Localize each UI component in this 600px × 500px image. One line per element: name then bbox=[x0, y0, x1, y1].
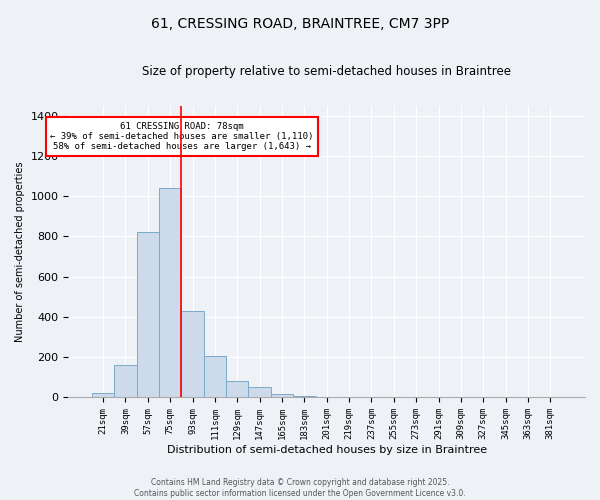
Bar bbox=[271, 394, 293, 398]
Bar bbox=[204, 356, 226, 398]
Bar bbox=[226, 382, 248, 398]
Bar bbox=[293, 396, 316, 398]
X-axis label: Distribution of semi-detached houses by size in Braintree: Distribution of semi-detached houses by … bbox=[167, 445, 487, 455]
Y-axis label: Number of semi-detached properties: Number of semi-detached properties bbox=[15, 162, 25, 342]
Bar bbox=[137, 232, 159, 398]
Bar bbox=[114, 366, 137, 398]
Bar bbox=[159, 188, 181, 398]
Text: Contains HM Land Registry data © Crown copyright and database right 2025.
Contai: Contains HM Land Registry data © Crown c… bbox=[134, 478, 466, 498]
Title: Size of property relative to semi-detached houses in Braintree: Size of property relative to semi-detach… bbox=[142, 65, 511, 78]
Text: 61, CRESSING ROAD, BRAINTREE, CM7 3PP: 61, CRESSING ROAD, BRAINTREE, CM7 3PP bbox=[151, 18, 449, 32]
Bar bbox=[181, 311, 204, 398]
Text: 61 CRESSING ROAD: 78sqm
← 39% of semi-detached houses are smaller (1,110)
58% of: 61 CRESSING ROAD: 78sqm ← 39% of semi-de… bbox=[50, 122, 314, 152]
Bar bbox=[248, 388, 271, 398]
Bar bbox=[92, 394, 114, 398]
